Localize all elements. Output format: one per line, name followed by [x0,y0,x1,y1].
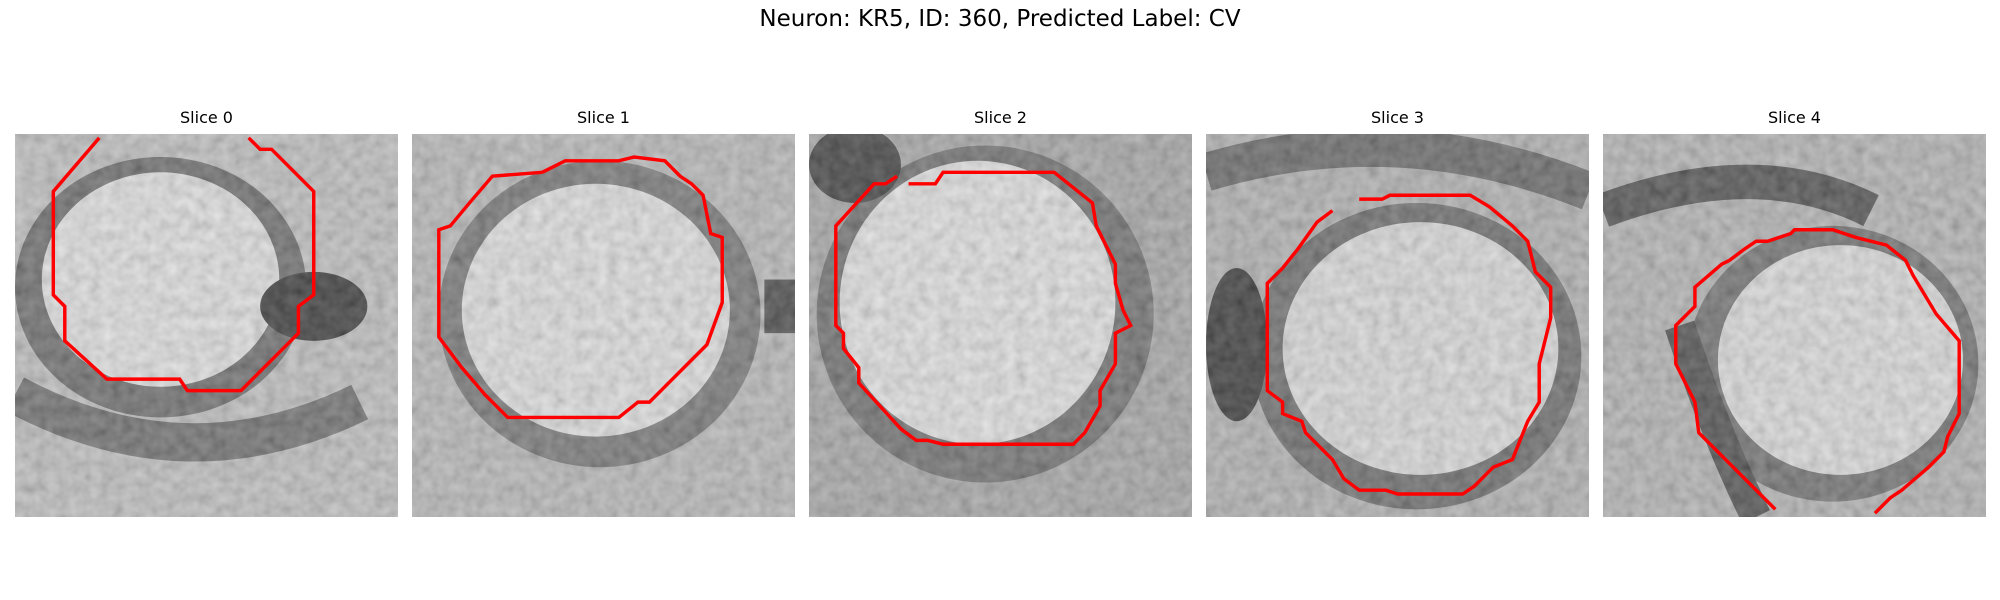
slice-title: Slice 4 [1603,108,1986,127]
slice-title: Slice 1 [412,108,795,127]
slice-image [809,134,1192,517]
slice-panel-1: Slice 1 [412,134,795,517]
slice-title: Slice 2 [809,108,1192,127]
slice-image [412,134,795,517]
slice-image [15,134,398,517]
slice-image [1206,134,1589,517]
slice-image [1603,134,1986,517]
slice-panel-4: Slice 4 [1603,134,1986,517]
figure-title: Neuron: KR5, ID: 360, Predicted Label: C… [0,6,2000,32]
slice-panel-0: Slice 0 [15,134,398,517]
slice-panel-3: Slice 3 [1206,134,1589,517]
slice-title: Slice 0 [15,108,398,127]
slice-title: Slice 3 [1206,108,1589,127]
slice-panel-2: Slice 2 [809,134,1192,517]
